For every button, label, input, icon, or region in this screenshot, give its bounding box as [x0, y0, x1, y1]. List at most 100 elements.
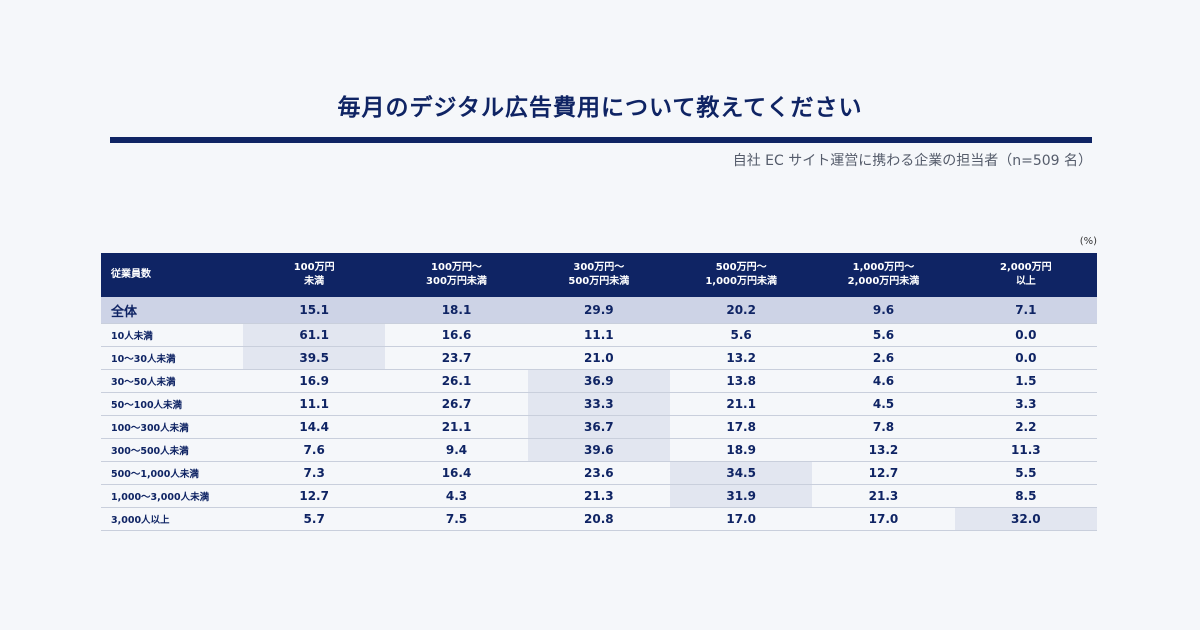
value-cell: 21.1: [385, 415, 528, 439]
value-cell: 29.9: [527, 297, 670, 324]
row-label: 1,000〜3,000人未満: [101, 484, 243, 508]
value-cell: 2.6: [812, 346, 955, 370]
value-cell: 36.7: [527, 415, 670, 439]
header-line: 2,000万円: [1000, 262, 1052, 273]
row-label: 50〜100人未満: [101, 392, 243, 416]
page-title: 毎月のデジタル広告費用について教えてください: [337, 95, 863, 121]
value-cell: 23.7: [385, 346, 528, 370]
value-cell: 12.7: [812, 461, 955, 485]
header-cell: 2,000万円 以上: [954, 253, 1097, 297]
header-line: 500万円未満: [568, 276, 630, 287]
header-corner: 従業員数: [101, 253, 243, 297]
survey-subtitle: 自社 EC サイト運営に携わる企業の担当者（n=509 名）: [732, 153, 1092, 169]
value-cell: 4.6: [812, 369, 955, 393]
value-cell: 5.7: [243, 507, 386, 531]
table-row: 50〜100人未満 11.1 26.7 33.3 21.1 4.5 3.3: [101, 392, 1097, 416]
header-cell: 500万円〜 1,000万円未満: [669, 253, 813, 297]
header-line: 300万円未満: [426, 276, 487, 287]
table-row: 300〜500人未満 7.6 9.4 39.6 18.9 13.2 11.3: [101, 438, 1097, 462]
row-label: 3,000人以上: [101, 507, 243, 531]
header-line: 1,000万円未満: [705, 276, 777, 287]
value-cell: 33.3: [527, 392, 670, 416]
value-cell: 11.1: [243, 392, 386, 416]
value-cell: 18.9: [669, 438, 813, 462]
table-row: 10人未満 61.1 16.6 11.1 5.6 5.6 0.0: [101, 323, 1097, 347]
value-cell: 23.6: [527, 461, 670, 485]
table-row: 3,000人以上 5.7 7.5 20.8 17.0 17.0 32.0: [101, 507, 1097, 531]
value-cell: 16.4: [385, 461, 528, 485]
header-line: 2,000万円未満: [847, 276, 920, 287]
value-cell: 7.5: [385, 507, 528, 531]
table-body: 全体 15.1 18.1 29.9 20.2 9.6 7.1 10人未満 61.1 16.6 11.…: [101, 297, 1097, 531]
header-cell: 100万円未満: [243, 253, 386, 297]
value-cell: 9.6: [812, 297, 955, 324]
header-line: 300万円〜: [573, 262, 625, 273]
value-cell: 36.9: [527, 369, 670, 393]
value-cell: 7.6: [243, 438, 386, 462]
header-line: 500万円〜: [715, 262, 767, 273]
value-cell: 11.1: [527, 323, 670, 347]
value-cell: 0.0: [954, 323, 1097, 347]
value-cell: 39.6: [527, 438, 670, 462]
value-cell: 20.8: [527, 507, 670, 531]
value-cell: 4.3: [385, 484, 528, 508]
row-label: 30〜50人未満: [101, 369, 243, 393]
value-cell: 13.8: [669, 369, 813, 393]
value-cell: 5.6: [812, 323, 955, 347]
value-cell: 7.8: [812, 415, 955, 439]
value-cell: 32.0: [954, 507, 1097, 531]
value-cell: 21.3: [527, 484, 670, 508]
value-cell: 7.1: [954, 297, 1097, 324]
row-label: 100〜300人未満: [101, 415, 243, 439]
header-cell: 300万円〜 500万円未満: [527, 253, 670, 297]
value-cell: 9.4: [385, 438, 528, 462]
value-cell: 8.5: [954, 484, 1097, 508]
header-line: 以上: [1015, 276, 1036, 287]
row-label: 全体: [101, 297, 243, 324]
row-label: 300〜500人未満: [101, 438, 243, 462]
row-label: 10人未満: [101, 323, 243, 347]
value-cell: 26.1: [385, 369, 528, 393]
table-row: 1,000〜3,000人未満 12.7 4.3 21.3 31.9 21.3 8.5: [101, 484, 1097, 508]
value-cell: 3.3: [954, 392, 1097, 416]
header-cell: 1,000万円〜 2,000万円未満: [812, 253, 955, 297]
value-cell: 26.7: [385, 392, 528, 416]
header-line: 100万円: [293, 262, 335, 273]
value-cell: 2.2: [954, 415, 1097, 439]
value-cell: 39.5: [243, 346, 386, 370]
value-cell: 14.4: [243, 415, 386, 439]
value-cell: 18.1: [385, 297, 528, 324]
header-row: 従業員数 100万円未満 100万円〜 300万円未満 300万円〜 500万円未満…: [101, 253, 1097, 297]
table-row: 10〜30人未満 39.5 23.7 21.0 13.2 2.6 0.0: [101, 346, 1097, 370]
value-cell: 31.9: [669, 484, 813, 508]
value-cell: 13.2: [669, 346, 813, 370]
title-divider: [110, 137, 1092, 143]
value-cell: 20.2: [669, 297, 813, 324]
row-label: 500〜1,000人未満: [101, 461, 243, 485]
header-line: 未満: [304, 276, 325, 287]
value-cell: 7.3: [243, 461, 386, 485]
value-cell: 21.0: [527, 346, 670, 370]
table-row: 500〜1,000人未満 7.3 16.4 23.6 34.5 12.7 5.5: [101, 461, 1097, 485]
value-cell: 17.0: [812, 507, 955, 531]
value-cell: 16.9: [243, 369, 386, 393]
results-table: 従業員数 100万円未満 100万円〜 300万円未満 300万円〜 500万円未満…: [101, 253, 1097, 531]
table-row: 100〜300人未満 14.4 21.1 36.7 17.8 7.8 2.2: [101, 415, 1097, 439]
value-cell: 15.1: [243, 297, 386, 324]
value-cell: 12.7: [243, 484, 386, 508]
value-cell: 61.1: [243, 323, 386, 347]
row-label: 10〜30人未満: [101, 346, 243, 370]
value-cell: 17.8: [669, 415, 813, 439]
value-cell: 5.6: [669, 323, 813, 347]
table-row: 30〜50人未満 16.9 26.1 36.9 13.8 4.6 1.5: [101, 369, 1097, 393]
header-cell: 100万円〜 300万円未満: [385, 253, 528, 297]
header-line: 1,000万円〜: [852, 262, 915, 273]
header-line: 100万円〜: [431, 262, 482, 273]
value-cell: 13.2: [812, 438, 955, 462]
value-cell: 34.5: [669, 461, 813, 485]
value-cell: 21.1: [669, 392, 813, 416]
value-cell: 21.3: [812, 484, 955, 508]
value-cell: 0.0: [954, 346, 1097, 370]
unit-label: (%): [1079, 236, 1097, 247]
value-cell: 16.6: [385, 323, 528, 347]
